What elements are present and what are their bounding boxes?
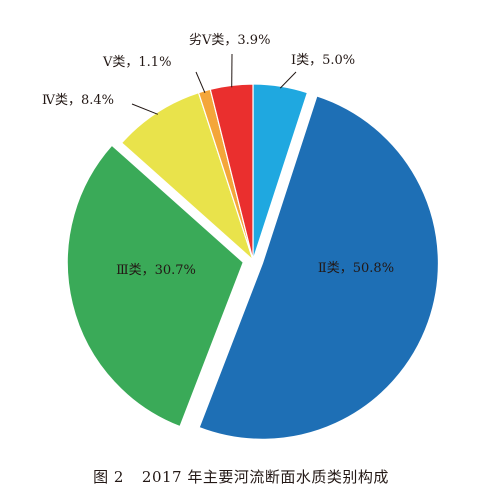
pie-slices — [66, 83, 440, 440]
figure-caption: 图 2 2017 年主要河流断面水质类别构成 — [0, 466, 482, 487]
slice-labels: Ⅰ类，5.0% Ⅱ类，50.8% Ⅲ类，30.7% Ⅳ类，8.4% Ⅴ类，1.1% 劣Ⅴ类… — [42, 33, 394, 278]
pie-slice-3 — [66, 144, 244, 428]
leader-line-5 — [195, 71, 206, 93]
slice-label-3: Ⅲ类，30.7% — [116, 263, 196, 278]
slice-label-2: Ⅱ类，50.8% — [318, 261, 394, 276]
slice-label-4: Ⅳ类，8.4% — [42, 93, 114, 108]
slice-label-6: 劣Ⅴ类，3.9% — [189, 33, 270, 48]
leader-lines — [131, 53, 297, 115]
figure-caption-text: 2017 年主要河流断面水质类别构成 — [141, 468, 389, 486]
slice-label-1: Ⅰ类，5.0% — [291, 53, 355, 68]
figure-number: 图 2 — [93, 468, 124, 486]
pie-slice-4 — [120, 91, 255, 262]
pie-slice-2 — [198, 95, 440, 440]
leader-line-4 — [131, 103, 159, 115]
slice-label-5: Ⅴ类，1.1% — [102, 55, 171, 70]
leader-line-1 — [279, 71, 297, 89]
pie-chart: Ⅰ类，5.0% Ⅱ类，50.8% Ⅲ类，30.7% Ⅳ类，8.4% Ⅴ类，1.1% 劣Ⅴ类… — [42, 33, 440, 440]
